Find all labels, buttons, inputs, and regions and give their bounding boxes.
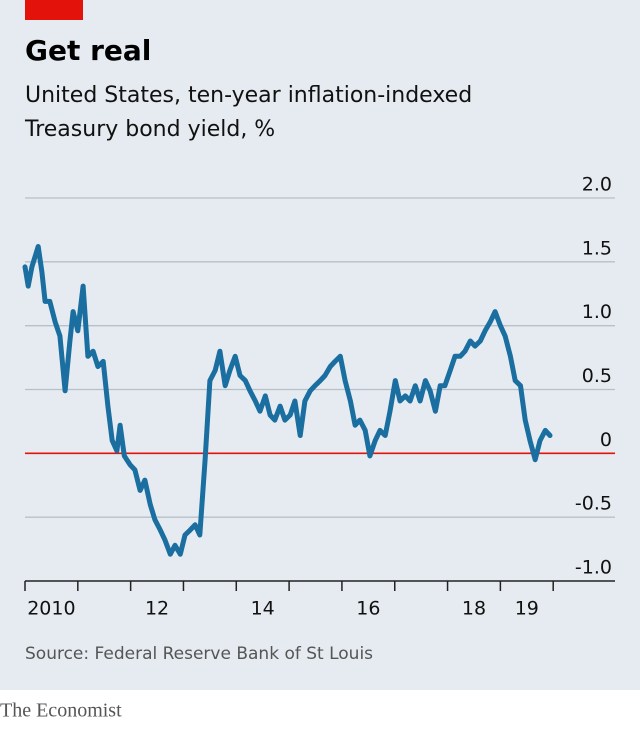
y-tick-label: 1.0 — [582, 301, 612, 323]
x-tick-label: 14 — [251, 598, 275, 620]
y-tick-label: 1.5 — [582, 237, 612, 259]
x-tick-label: 19 — [515, 598, 539, 620]
chart-title: Get real — [25, 34, 151, 67]
footer-band — [0, 690, 640, 726]
y-tick-label: -0.5 — [575, 493, 612, 515]
x-tick-label: 16 — [356, 598, 380, 620]
brand: The Economist — [0, 700, 122, 722]
x-tick-label: 18 — [462, 598, 486, 620]
y-tick-label: 0.5 — [582, 365, 612, 387]
background — [0, 0, 640, 690]
red-tag — [25, 0, 83, 20]
source: Source: Federal Reserve Bank of St Louis — [25, 644, 373, 664]
y-tick-label: -1.0 — [575, 557, 612, 579]
y-tick-label: 2.0 — [582, 174, 612, 196]
subtitle: United States, ten-year inflation-indexe… — [25, 83, 472, 108]
x-tick-label: 12 — [145, 598, 169, 620]
y-tick-label: 0 — [600, 429, 612, 451]
subtitle: Treasury bond yield, % — [24, 117, 275, 142]
data-line — [22, 244, 553, 557]
x-tick-label: 2010 — [27, 598, 75, 620]
